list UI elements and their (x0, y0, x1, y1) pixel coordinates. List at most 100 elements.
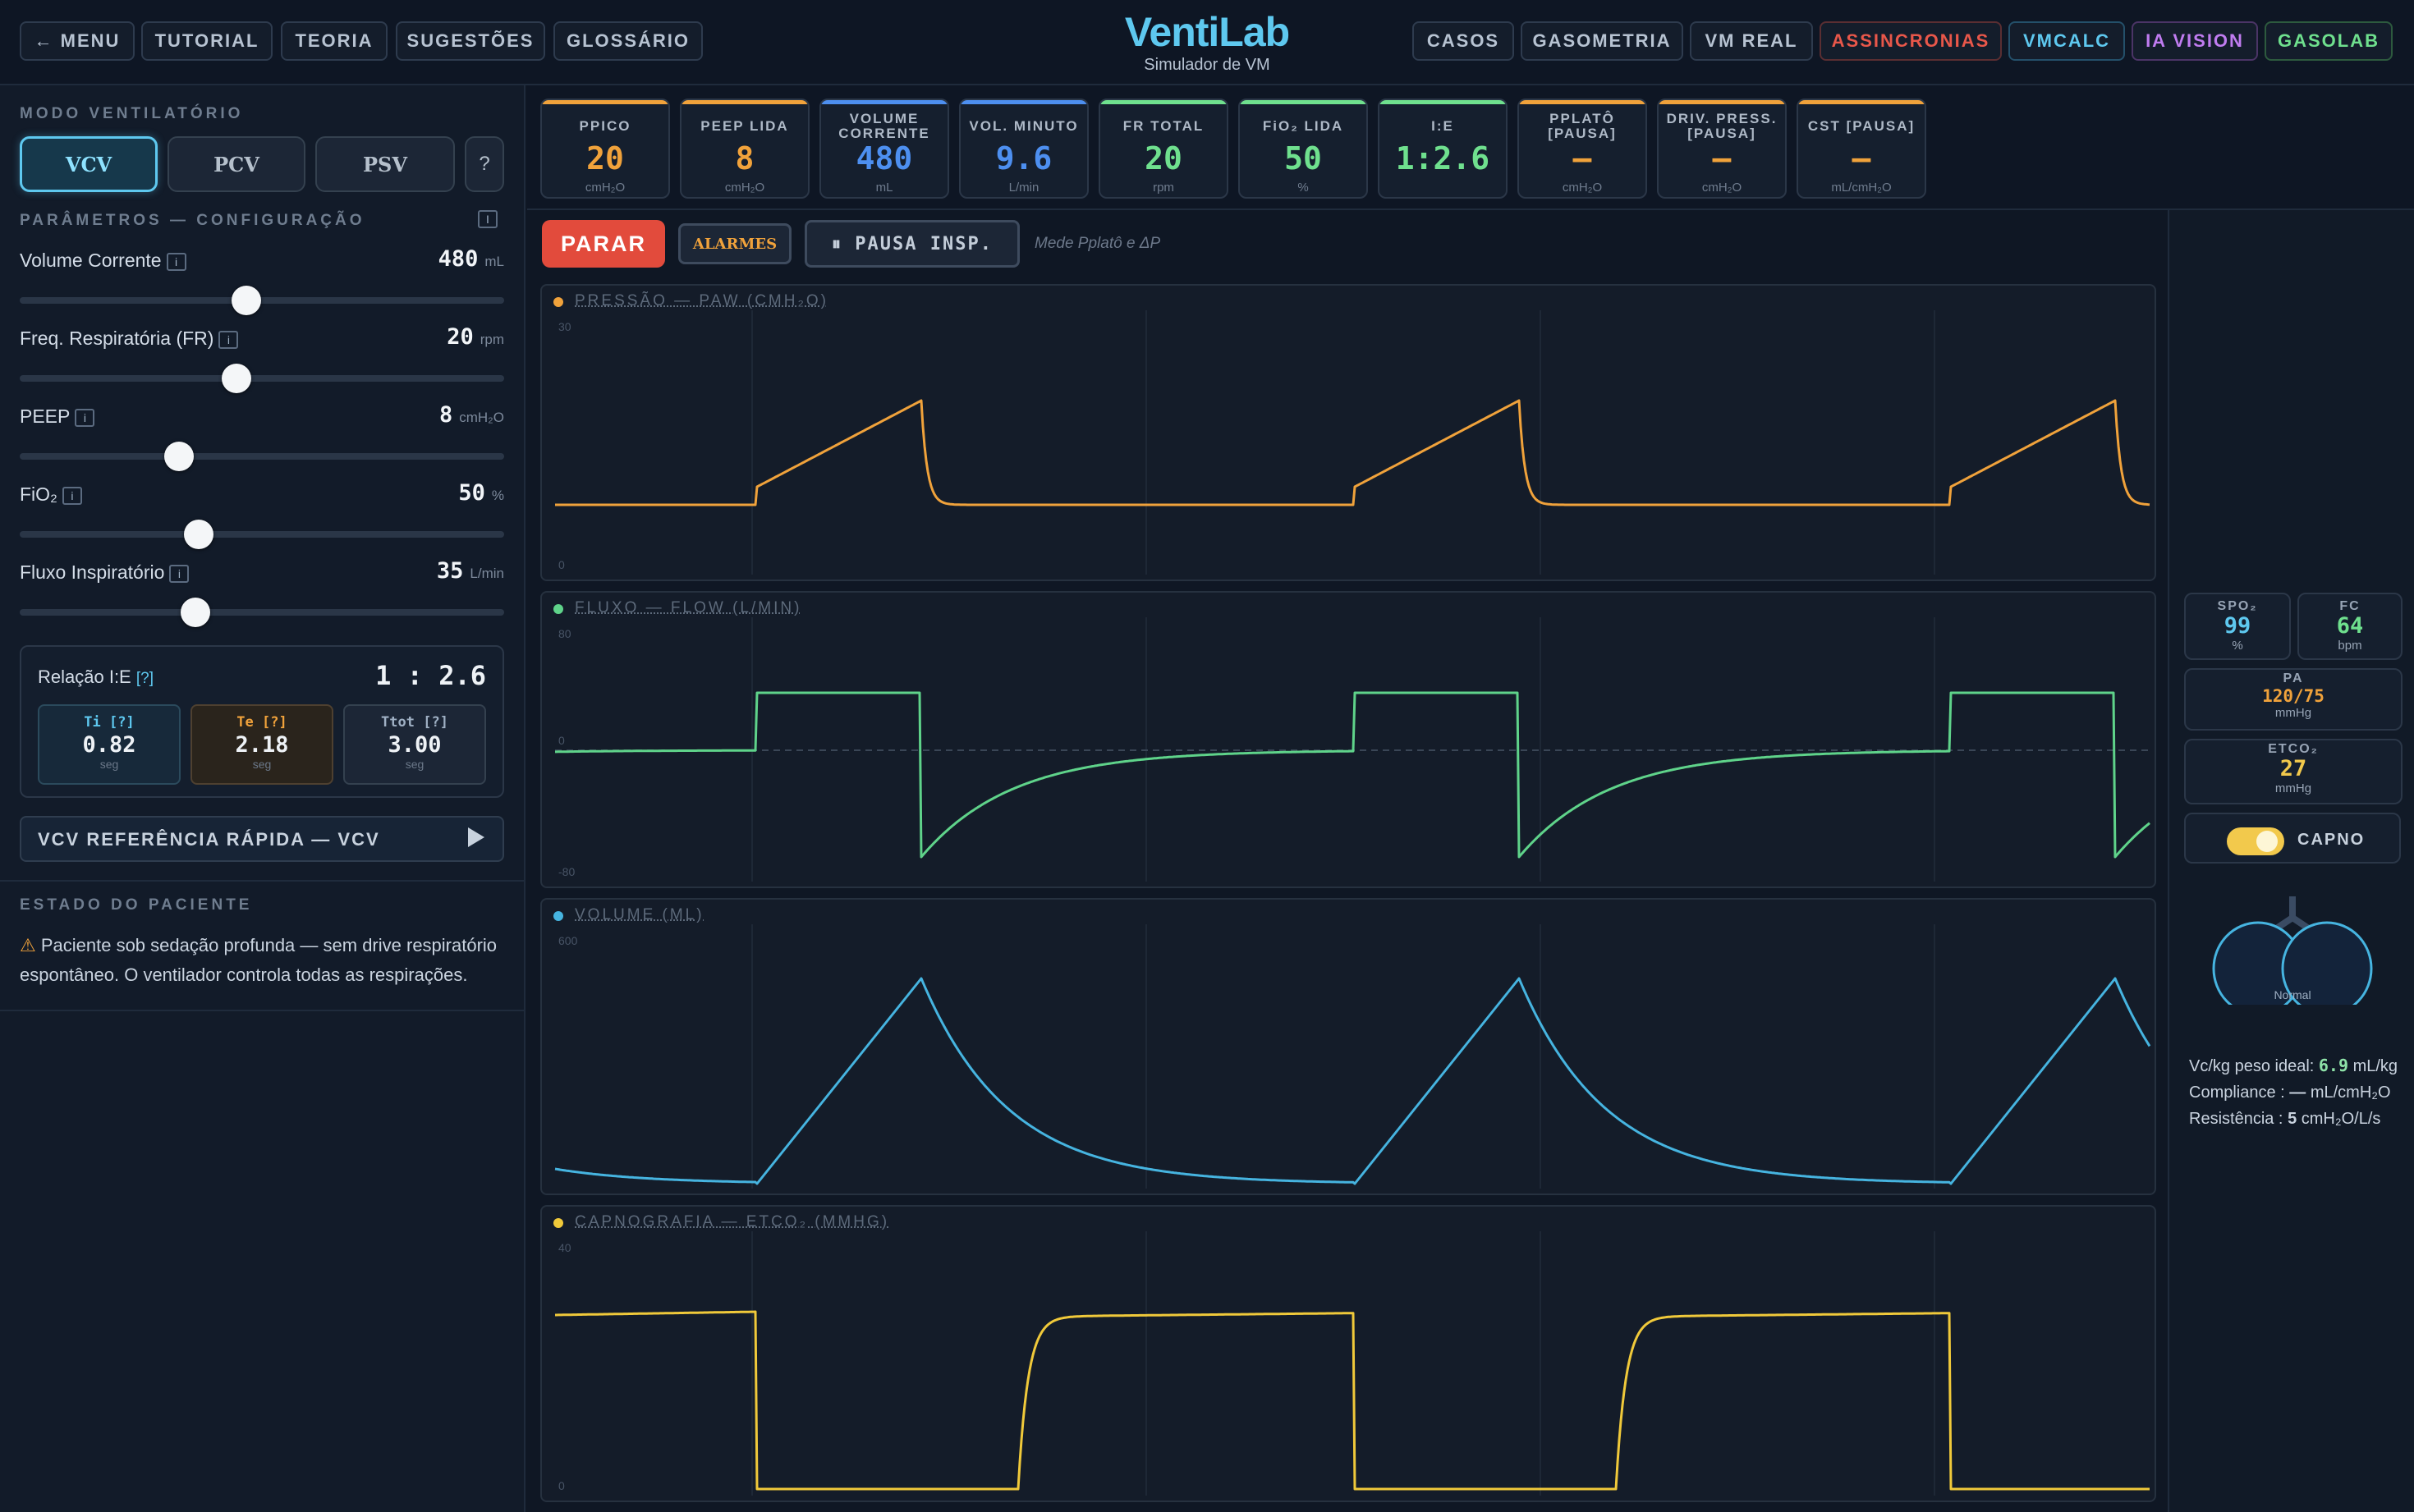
param-unit: % (491, 488, 504, 503)
vital-pa: PA 120/75 mmHg (2184, 668, 2403, 731)
ia-vision-button[interactable]: IA VISION (2132, 21, 2258, 61)
waveform-trace (554, 977, 2151, 1185)
capnography-waveform (555, 1231, 2150, 1496)
gasometria-button[interactable]: GASOMETRIA (1521, 21, 1683, 61)
ti-label[interactable]: Ti [?] (84, 714, 135, 731)
right-panel: SPO₂ 99 % FC 64 bpm PA 120/75 mmHg ETCO₂… (2168, 210, 2414, 1512)
waveform-title: VOLUME (ML) (575, 906, 704, 923)
compliance-row: Compliance : — mL/cmH₂O (2189, 1084, 2391, 1102)
menu-button[interactable]: ← MENU (20, 21, 135, 61)
mode-psv-button[interactable]: PSV (315, 136, 455, 192)
metric-unit: mL/cmH₂O (1831, 181, 1892, 195)
slider-knob[interactable] (232, 286, 261, 315)
slider-knob[interactable] (164, 442, 194, 471)
waveform-trace (555, 691, 2150, 859)
metric-ie: I:E 1:2.6 (1378, 99, 1508, 199)
params-info-icon[interactable]: I (478, 210, 498, 228)
quick-reference-label: VCV REFERÊNCIA RÁPIDA — VCV (38, 829, 380, 850)
ie-label: Relação I:E (38, 667, 131, 687)
stop-button[interactable]: PARAR (542, 220, 665, 268)
assincronias-button[interactable]: ASSINCRONIAS (1820, 21, 2002, 61)
metric-label: CST [PAUSA] (1807, 118, 1916, 134)
metric-label: FR TOTAL (1122, 118, 1205, 134)
vital-unit: mmHg (2274, 781, 2312, 795)
glossario-button[interactable]: GLOSSÁRIO (553, 21, 703, 61)
sugestoes-button[interactable]: SUGESTÕES (396, 21, 545, 61)
pause-hint: Mede Pplatô e ΔP (1035, 235, 1161, 252)
capno-toggle[interactable]: CAPNO (2184, 813, 2401, 864)
param-value: 480 (438, 246, 479, 272)
mode-pcv-button[interactable]: PCV (168, 136, 305, 192)
ie-help[interactable]: [?] (135, 670, 154, 687)
slider-knob[interactable] (181, 598, 210, 627)
app-title: VentiLab (1124, 9, 1290, 55)
ie-ratio-value: 1 : 2.6 (375, 660, 486, 691)
tutorial-button[interactable]: TUTORIAL (141, 21, 273, 61)
info-icon[interactable]: i (218, 330, 239, 349)
metric-value: 20 (586, 140, 624, 176)
vmcalc-button[interactable]: VMCALC (2008, 21, 2125, 61)
slider-knob[interactable] (184, 520, 213, 549)
lung-status-label: Normal (2274, 988, 2311, 1001)
metric-value: 50 (1284, 140, 1322, 176)
metric-value: 1:2.6 (1395, 140, 1490, 176)
info-icon[interactable]: i (166, 252, 186, 271)
param-unit: L/min (470, 566, 504, 581)
vital-etco2: ETCO₂ 27 mmHg (2184, 739, 2403, 804)
quick-reference-toggle[interactable]: VCV REFERÊNCIA RÁPIDA — VCV (20, 816, 504, 862)
info-icon[interactable]: i (62, 486, 82, 505)
patient-section-title: ESTADO DO PACIENTE (20, 896, 253, 914)
slider-track[interactable] (20, 375, 504, 382)
teoria-button[interactable]: TEORIA (281, 21, 388, 61)
vital-unit: bpm (2338, 639, 2362, 653)
waveform-trace (555, 399, 2150, 506)
vital-unit: mmHg (2274, 706, 2312, 720)
y-axis-max: 30 (558, 320, 571, 333)
metric-unit: cmH₂O (1701, 181, 1742, 195)
metric-fio2-lida: FiO₂ LIDA 50 % (1238, 99, 1368, 199)
top-bar: ← MENU TUTORIAL TEORIA SUGESTÕES GLOSSÁR… (0, 0, 2414, 85)
metric-driving-pressure: DRIV. PRESS. [PAUSA] — cmH₂O (1657, 99, 1787, 199)
vm-real-button[interactable]: VM REAL (1690, 21, 1813, 61)
info-icon[interactable]: i (75, 408, 95, 427)
metric-label: PPLATÔ [PAUSA] (1548, 111, 1617, 141)
metric-volume-corrente: VOLUME CORRENTE 480 mL (819, 99, 949, 199)
inspiratory-pause-button[interactable]: ⏸ PAUSA INSP. (805, 220, 1020, 268)
volume-waveform-panel: VOLUME (ML) 600 (540, 898, 2156, 1195)
metric-unit: cmH₂O (585, 181, 626, 195)
respiratory-stats: Vc/kg peso ideal: 6.9 mL/kg Compliance :… (2189, 1052, 2411, 1132)
param-value: 35 (436, 558, 464, 584)
vital-value: 27 (2279, 756, 2307, 781)
ttot-label[interactable]: Ttot [?] (381, 714, 448, 731)
slider-track[interactable] (20, 453, 504, 460)
alarms-button[interactable]: ALARMES (678, 223, 792, 264)
te-label[interactable]: Te [?] (236, 714, 287, 731)
info-icon[interactable]: i (169, 564, 190, 583)
casos-button[interactable]: CASOS (1412, 21, 1514, 61)
patient-status-text: ⚠ Paciente sob sedação profunda — sem dr… (20, 931, 512, 990)
metric-label: FiO₂ LIDA (1262, 118, 1344, 134)
vital-value: 120/75 (2262, 686, 2325, 706)
mode-help-button[interactable]: ? (465, 136, 504, 192)
pressure-waveform (555, 310, 2150, 575)
metric-value: — (1712, 140, 1732, 176)
play-icon (468, 827, 484, 847)
slider-track[interactable] (20, 531, 504, 538)
metric-cst: CST [PAUSA] — mL/cmH₂O (1797, 99, 1926, 199)
vital-spo2: SPO₂ 99 % (2184, 593, 2291, 660)
metric-value: 480 (856, 140, 913, 176)
ie-ratio-box: Relação I:E [?] 1 : 2.6 Ti [?] 0.82 seg … (20, 645, 504, 798)
param-label: Freq. Respiratória (FR) (20, 328, 214, 349)
slider-track[interactable] (20, 297, 504, 304)
left-panel: MODO VENTILATÓRIO VCV PCV PSV ? PARÂMETR… (0, 85, 525, 1512)
params-section-title: PARÂMETROS — CONFIGURAÇÃO (20, 212, 365, 229)
gasolab-button[interactable]: GASOLAB (2265, 21, 2393, 61)
mode-vcv-button[interactable]: VCV (20, 136, 158, 192)
slider-track[interactable] (20, 609, 504, 616)
vital-label: ETCO₂ (2268, 742, 2319, 756)
y-axis-min: -80 (558, 865, 576, 878)
slider-knob[interactable] (222, 364, 251, 393)
divider (0, 1010, 524, 1011)
param-value: 20 (447, 324, 474, 350)
metric-unit: cmH₂O (1562, 181, 1603, 195)
